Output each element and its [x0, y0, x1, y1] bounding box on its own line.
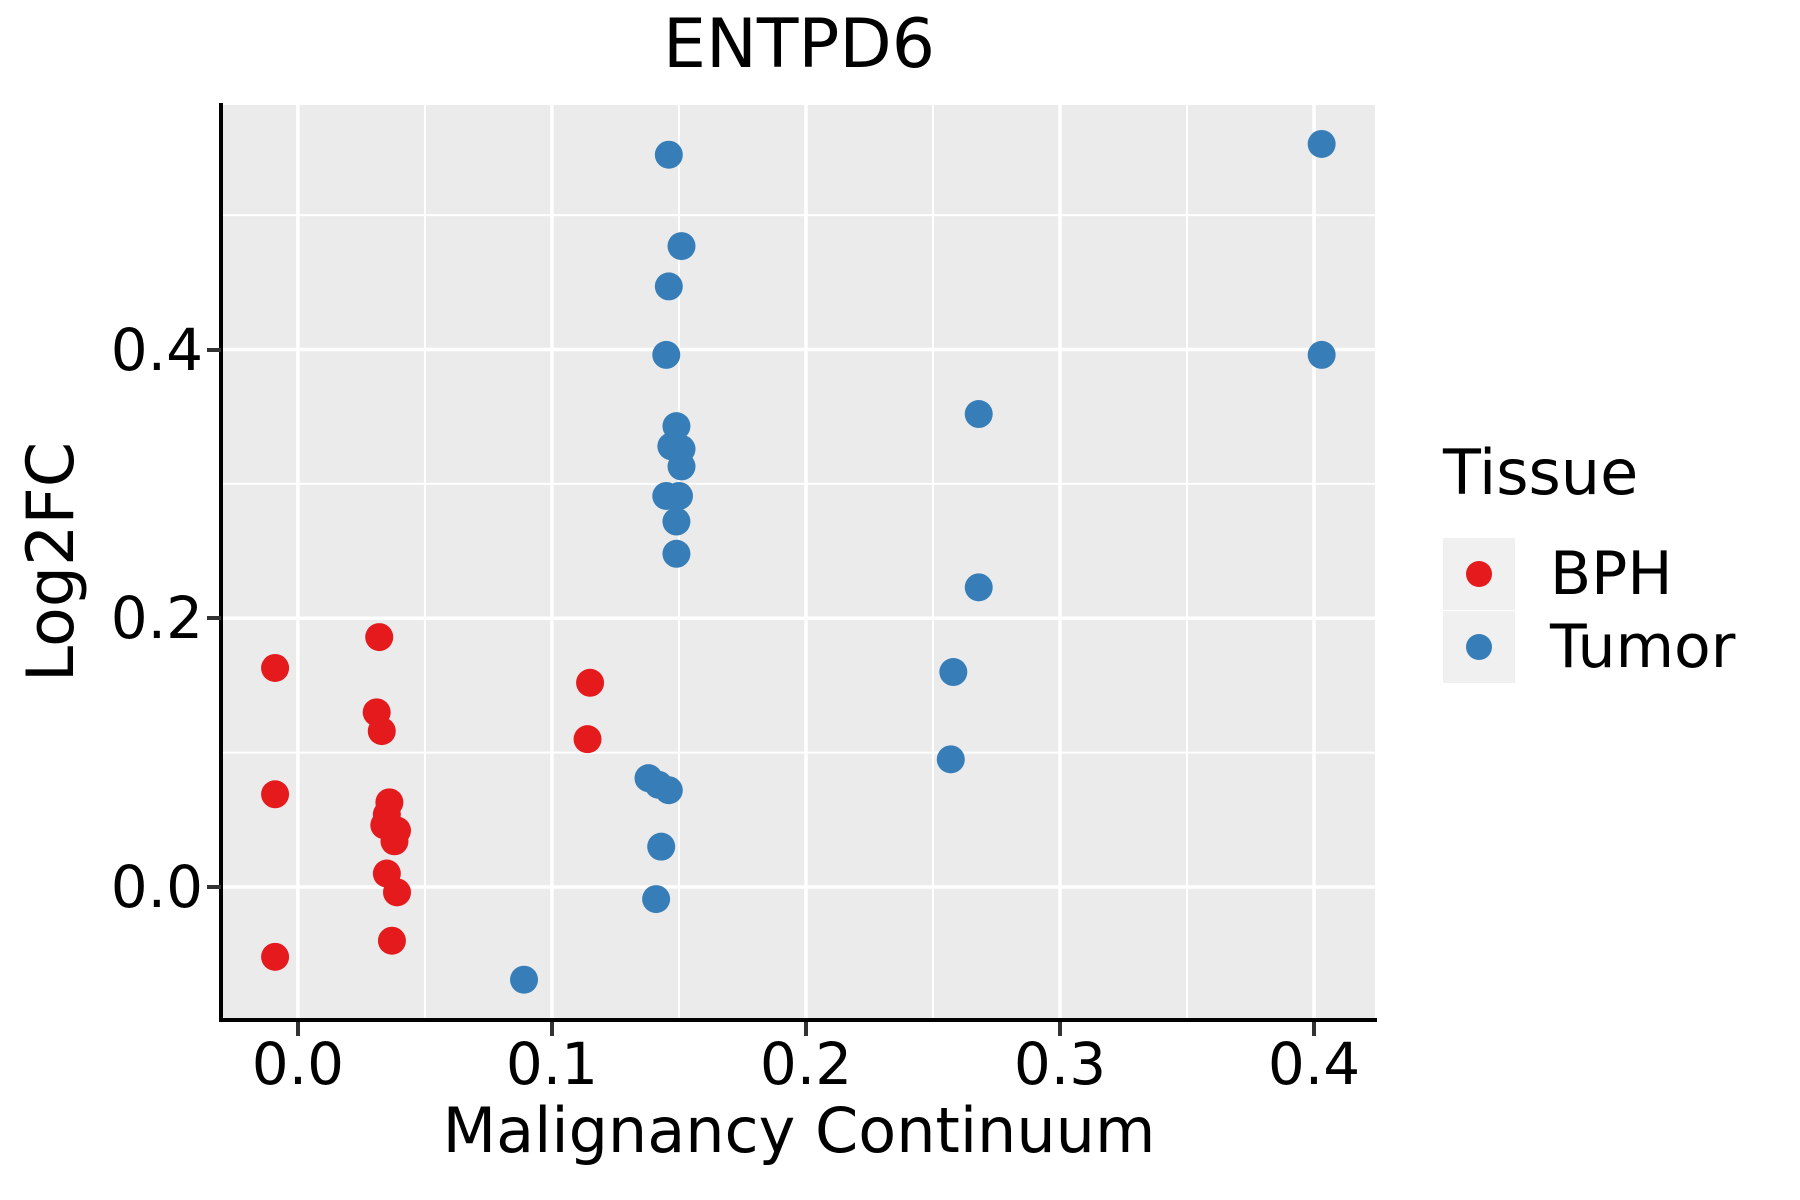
legend-label: Tumor	[1550, 612, 1736, 682]
data-point-tumor	[642, 885, 671, 914]
data-point-tumor	[652, 340, 681, 369]
data-point-bph	[365, 623, 394, 652]
data-point-tumor	[964, 400, 993, 429]
data-point-tumor	[964, 573, 993, 602]
x-tick-label: 0.1	[505, 1030, 599, 1098]
x-tick-mark	[1058, 1022, 1062, 1036]
data-point-tumor	[654, 776, 683, 805]
data-point-tumor	[667, 452, 696, 481]
data-point-tumor	[654, 140, 683, 169]
data-point-bph	[261, 653, 290, 682]
y-tick-label: 0.4	[110, 315, 203, 384]
legend: Tissue BPH Tumor	[1443, 436, 1735, 683]
data-point-bph	[377, 926, 406, 955]
x-tick-mark	[549, 1022, 554, 1036]
y-axis-line	[219, 103, 223, 1022]
x-axis-title: Malignancy Continuum	[442, 1094, 1156, 1167]
plot-title: ENTPD6	[663, 5, 935, 84]
y-tick-label: 0.2	[110, 584, 203, 653]
y-tick-mark	[207, 884, 221, 889]
y-tick-label: 0.0	[110, 852, 203, 921]
legend-item-tumor: Tumor	[1443, 611, 1735, 683]
plot-panel	[223, 105, 1375, 1020]
data-point-tumor	[662, 539, 691, 568]
data-point-bph	[261, 942, 290, 971]
legend-label: BPH	[1550, 539, 1673, 609]
data-point-tumor	[647, 832, 676, 861]
data-point-tumor	[939, 658, 968, 687]
y-axis-title: Log2FC	[14, 441, 89, 683]
x-tick-mark	[295, 1022, 300, 1036]
data-point-bph	[383, 878, 412, 907]
x-tick-label: 0.0	[251, 1030, 345, 1098]
data-point-tumor	[654, 272, 683, 301]
legend-key	[1443, 611, 1515, 683]
legend-dot-tumor	[1466, 634, 1492, 660]
y-tick-mark	[207, 347, 221, 352]
data-point-tumor	[664, 481, 693, 510]
legend-items: BPH Tumor	[1443, 538, 1735, 683]
data-point-tumor	[1307, 340, 1336, 369]
data-point-bph	[261, 780, 290, 809]
x-tick-label: 0.2	[759, 1030, 853, 1098]
x-tick-mark	[1312, 1022, 1317, 1036]
data-point-tumor	[1307, 129, 1336, 158]
data-point-bph	[367, 717, 396, 746]
y-tick-mark	[207, 616, 221, 621]
scatter-plot-area	[223, 105, 1375, 1020]
data-point-tumor	[510, 965, 539, 994]
data-point-bph	[380, 827, 409, 856]
data-point-tumor	[667, 232, 696, 261]
x-axis-line	[219, 1018, 1377, 1022]
x-tick-label: 0.4	[1267, 1030, 1361, 1098]
x-tick-label: 0.3	[1013, 1030, 1107, 1098]
legend-item-bph: BPH	[1443, 538, 1735, 610]
legend-key	[1443, 538, 1515, 610]
x-tick-mark	[803, 1022, 808, 1036]
legend-dot-bph	[1466, 561, 1492, 587]
data-point-tumor	[936, 745, 965, 774]
data-point-bph	[576, 668, 605, 697]
legend-title: Tissue	[1443, 436, 1639, 509]
data-point-bph	[573, 725, 602, 754]
data-point-tumor	[662, 507, 691, 536]
